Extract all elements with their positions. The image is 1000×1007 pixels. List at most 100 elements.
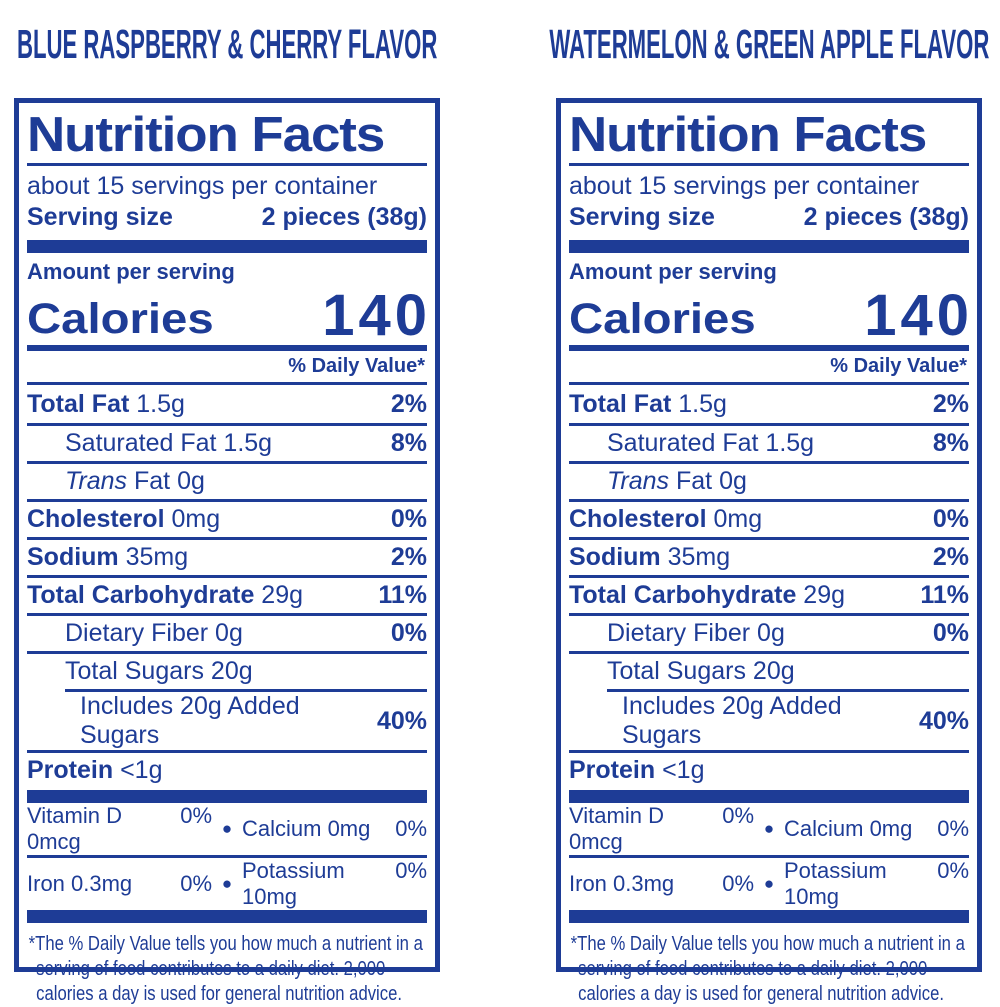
nutrient-name: Total Fat 1.5g bbox=[27, 389, 185, 418]
micronutrient-row-iron-potassium: Iron 0.3mg 0% ● Potassium 10mg 0% bbox=[27, 858, 427, 910]
nutrient-daily-value: 0% bbox=[390, 505, 427, 533]
micronutrient-name: Iron 0.3mg bbox=[27, 871, 133, 896]
thick-bar bbox=[569, 910, 969, 923]
micronutrient-name: Potassium 10mg bbox=[784, 858, 887, 909]
nutrient-daily-value: 40% bbox=[376, 706, 427, 735]
nutrient-name: Dietary Fiber 0g bbox=[65, 619, 243, 647]
nutrient-row-saturated-fat: Saturated Fat 1.5g 8% bbox=[27, 423, 427, 461]
bullet-icon: ● bbox=[221, 819, 233, 838]
nutrient-name: Total Sugars 20g bbox=[65, 657, 253, 685]
nutrient-row-added-sugars: Includes 20g Added Sugars 40% bbox=[27, 692, 427, 750]
micronutrient-daily-value: 0% bbox=[937, 858, 969, 883]
bullet-icon: ● bbox=[763, 874, 775, 893]
divider bbox=[607, 689, 969, 692]
serving-size-label: Serving size bbox=[27, 203, 173, 231]
flavor-header-text: WATERMELON & GREEN APPLE FLAVOR bbox=[549, 21, 989, 67]
micronutrient-cell: Potassium 10mg 0% bbox=[784, 858, 969, 910]
micronutrient-name: Potassium 10mg bbox=[242, 858, 345, 909]
nutrient-daily-value: 40% bbox=[918, 706, 969, 735]
micronutrient-cell: Potassium 10mg 0% bbox=[242, 858, 427, 910]
nutrient-name: Protein <1g bbox=[569, 756, 705, 784]
micronutrient-name: Iron 0.3mg bbox=[569, 871, 675, 896]
calories-value: 140 bbox=[864, 283, 973, 348]
micronutrient-daily-value: 0% bbox=[722, 803, 754, 828]
daily-value-footnote: *The % Daily Value tells you how much a … bbox=[570, 933, 965, 1005]
divider bbox=[27, 163, 427, 166]
nutrient-daily-value: 0% bbox=[390, 619, 427, 647]
micronutrient-daily-value: 0% bbox=[937, 816, 969, 841]
divider bbox=[65, 689, 427, 692]
nutrient-daily-value: 2% bbox=[390, 543, 427, 571]
calories-value: 140 bbox=[322, 283, 431, 348]
thick-bar bbox=[27, 790, 427, 803]
calories-row: Calories 140 bbox=[27, 285, 427, 345]
serving-size-row: Serving size 2 pieces (38g) bbox=[27, 201, 427, 233]
micronutrient-row-vitamin-d-calcium: Vitamin D 0mcg 0% ● Calcium 0mg 0% bbox=[569, 803, 969, 858]
amount-per-serving-label: Amount per serving bbox=[569, 259, 777, 284]
micronutrient-cell: Iron 0.3mg 0% bbox=[569, 871, 754, 897]
calories-row: Calories 140 bbox=[569, 285, 969, 345]
micronutrient-daily-value: 0% bbox=[395, 858, 427, 883]
thick-bar bbox=[27, 240, 427, 253]
nutrient-row-cholesterol: Cholesterol 0mg 0% bbox=[569, 499, 969, 537]
divider bbox=[569, 345, 969, 351]
nutrient-row-protein: Protein <1g bbox=[27, 750, 427, 788]
nutrient-name: Trans Fat 0g bbox=[65, 467, 205, 495]
micronutrient-name: Vitamin D 0mcg bbox=[569, 803, 664, 854]
micronutrient-cell: Calcium 0mg 0% bbox=[242, 816, 427, 842]
micronutrient-daily-value: 0% bbox=[722, 871, 754, 896]
nutrient-name: Saturated Fat 1.5g bbox=[607, 429, 815, 457]
nutrient-name: Total Carbohydrate 29g bbox=[569, 581, 846, 609]
nutrient-name: Saturated Fat 1.5g bbox=[65, 429, 273, 457]
nutrient-row-dietary-fiber: Dietary Fiber 0g 0% bbox=[27, 613, 427, 651]
nutrient-name: Total Carbohydrate 29g bbox=[27, 581, 304, 609]
serving-size-row: Serving size 2 pieces (38g) bbox=[569, 201, 969, 233]
bullet-icon: ● bbox=[763, 819, 775, 838]
nutrient-row-total-carbohydrate: Total Carbohydrate 29g 11% bbox=[569, 575, 969, 613]
daily-value-header: % Daily Value* bbox=[830, 355, 967, 377]
nutrient-row-total-carbohydrate: Total Carbohydrate 29g 11% bbox=[27, 575, 427, 613]
nutrient-row-total-fat: Total Fat 1.5g 2% bbox=[569, 385, 969, 423]
nutrient-name: Sodium 35mg bbox=[27, 543, 189, 571]
micronutrient-name: Calcium 0mg bbox=[784, 816, 913, 841]
nutrient-daily-value: 2% bbox=[390, 389, 427, 418]
serving-size-value: 2 pieces (38g) bbox=[261, 203, 427, 231]
nutrient-daily-value: 8% bbox=[932, 429, 969, 457]
serving-size-value: 2 pieces (38g) bbox=[803, 203, 969, 231]
thick-bar bbox=[569, 790, 969, 803]
nutrient-daily-value: 0% bbox=[932, 619, 969, 647]
nutrient-name: Total Fat 1.5g bbox=[569, 389, 727, 418]
nutrition-facts-title: Nutrition Facts bbox=[569, 108, 927, 162]
flavor-header-watermelon-green-apple: WATERMELON & GREEN APPLE FLAVOR bbox=[549, 20, 989, 68]
flavor-header-blue-raspberry-cherry: BLUE RASPBERRY & CHERRY FLAVOR bbox=[14, 20, 440, 68]
nutrition-label-blue-raspberry-cherry: Nutrition Facts about 15 servings per co… bbox=[14, 98, 440, 1005]
micronutrient-cell: Calcium 0mg 0% bbox=[784, 816, 969, 842]
micronutrient-name: Calcium 0mg bbox=[242, 816, 371, 841]
calories-label: Calories bbox=[569, 295, 756, 343]
daily-value-footnote: *The % Daily Value tells you how much a … bbox=[28, 933, 423, 1005]
nutrient-daily-value: 11% bbox=[920, 581, 969, 609]
nutrient-row-saturated-fat: Saturated Fat 1.5g 8% bbox=[569, 423, 969, 461]
servings-per-container: about 15 servings per container bbox=[27, 172, 378, 200]
nutrient-name: Cholesterol 0mg bbox=[569, 505, 763, 533]
divider bbox=[27, 382, 427, 385]
micronutrient-daily-value: 0% bbox=[395, 816, 427, 841]
micronutrient-row-iron-potassium: Iron 0.3mg 0% ● Potassium 10mg 0% bbox=[569, 858, 969, 910]
nutrient-name: Dietary Fiber 0g bbox=[607, 619, 785, 647]
bullet-icon: ● bbox=[221, 874, 233, 893]
calories-label: Calories bbox=[27, 295, 214, 343]
thick-bar bbox=[27, 910, 427, 923]
nutrient-row-total-sugars: Total Sugars 20g bbox=[27, 651, 427, 689]
nutrient-daily-value: 8% bbox=[390, 429, 427, 457]
nutrient-row-trans-fat: Trans Fat 0g bbox=[27, 461, 427, 499]
servings-per-container: about 15 servings per container bbox=[569, 172, 920, 200]
nutrient-row-total-sugars: Total Sugars 20g bbox=[569, 651, 969, 689]
nutrient-name: Cholesterol 0mg bbox=[27, 505, 221, 533]
nutrition-facts-title: Nutrition Facts bbox=[27, 108, 385, 162]
nutrition-label-watermelon-green-apple: Nutrition Facts about 15 servings per co… bbox=[556, 98, 982, 1005]
nutrient-row-added-sugars: Includes 20g Added Sugars 40% bbox=[569, 692, 969, 750]
nutrient-name: Protein <1g bbox=[27, 756, 163, 784]
amount-per-serving-label: Amount per serving bbox=[27, 259, 235, 284]
micronutrient-row-vitamin-d-calcium: Vitamin D 0mcg 0% ● Calcium 0mg 0% bbox=[27, 803, 427, 858]
nutrient-name: Includes 20g Added Sugars bbox=[622, 692, 842, 749]
